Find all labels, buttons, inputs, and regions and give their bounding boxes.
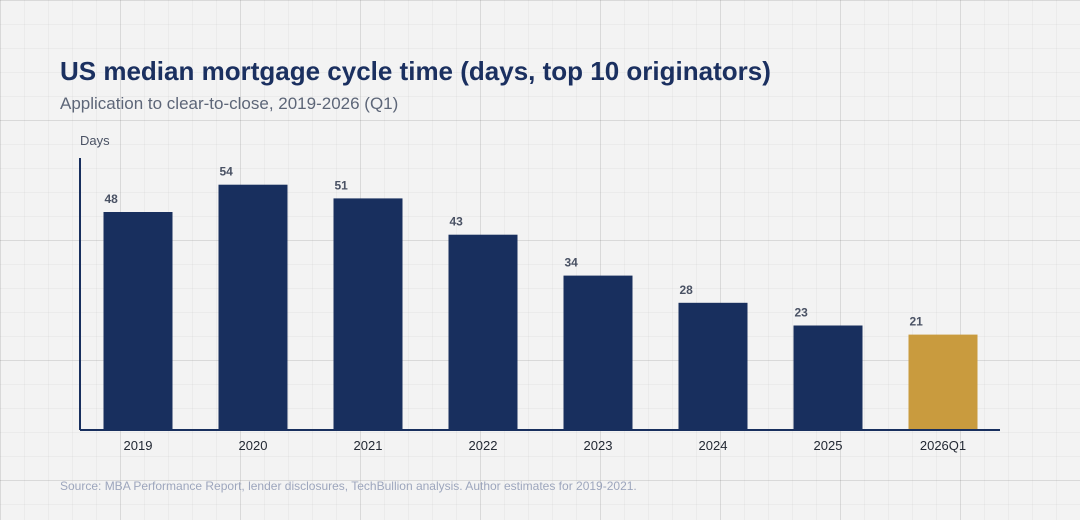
y-axis-title: Days — [80, 133, 110, 148]
bars: 48 54 51 43 34 28 23 21 — [103, 165, 978, 430]
x-tick-2020: 2020 — [239, 438, 268, 453]
x-tick-2025: 2025 — [814, 438, 843, 453]
data-label-2026q1: 21 — [910, 315, 924, 329]
data-label-2022: 43 — [450, 215, 464, 229]
data-label-2020: 54 — [220, 165, 234, 179]
tick-labels: 2019 2020 2021 2022 2023 2024 2025 2026Q1 — [124, 438, 967, 453]
chart-title: US median mortgage cycle time (days, top… — [60, 56, 771, 86]
x-tick-2019: 2019 — [124, 438, 153, 453]
x-tick-2026q1: 2026Q1 — [920, 438, 966, 453]
chart-subtitle: Application to clear-to-close, 2019-2026… — [60, 94, 399, 113]
x-tick-2023: 2023 — [584, 438, 613, 453]
source-note: Source: MBA Performance Report, lender d… — [60, 479, 637, 493]
x-tick-2022: 2022 — [469, 438, 498, 453]
bar-2019 — [103, 212, 173, 430]
bar-2025 — [793, 325, 863, 430]
bar-2024 — [678, 302, 748, 430]
bar-2021 — [333, 198, 403, 430]
bar-2023 — [563, 275, 633, 430]
data-label-2021: 51 — [335, 178, 349, 192]
data-label-2024: 28 — [680, 283, 694, 297]
bar-2020 — [218, 184, 288, 430]
data-label-2023: 34 — [565, 256, 579, 270]
bar-2026q1 — [908, 334, 978, 430]
data-label-2025: 23 — [795, 306, 809, 320]
x-tick-2021: 2021 — [354, 438, 383, 453]
data-label-2019: 48 — [105, 192, 119, 206]
x-tick-2024: 2024 — [699, 438, 728, 453]
bar-2022 — [448, 234, 518, 430]
